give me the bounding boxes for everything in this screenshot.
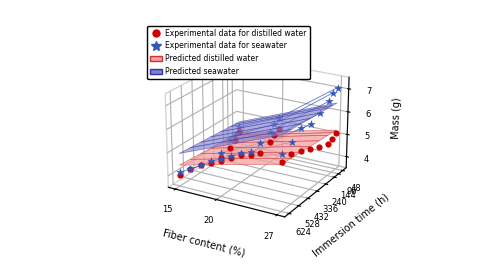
Legend: Experimental data for distilled water, Experimental data for seawater, Predicted: Experimental data for distilled water, E… <box>147 26 310 79</box>
Y-axis label: Immersion time (h): Immersion time (h) <box>310 192 390 259</box>
X-axis label: Fiber content (%): Fiber content (%) <box>162 228 246 259</box>
